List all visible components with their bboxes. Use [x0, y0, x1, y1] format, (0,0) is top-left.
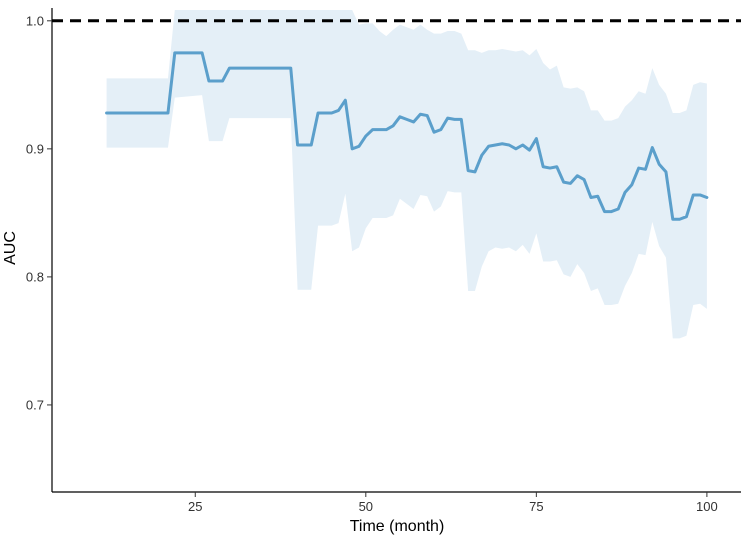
axes-layer	[51, 8, 741, 493]
y-tick-label: 0.8	[26, 269, 44, 284]
y-tick-label: 0.9	[26, 141, 44, 156]
x-tick-label: 100	[696, 499, 718, 514]
x-tick-label: 50	[359, 499, 373, 514]
confidence-band-layer	[106, 10, 707, 339]
auc-line-layer	[105, 51, 709, 221]
confidence-band	[106, 10, 707, 339]
x-tick-label: 75	[529, 499, 543, 514]
y-tick-label: 1.0	[26, 13, 44, 28]
y-axis-title: AUC	[2, 231, 19, 265]
auc-series-line	[105, 51, 709, 221]
x-axis-title: Time (month)	[350, 518, 445, 535]
ticks-layer: 25 50 75 100 0.7 0.8 0.9 1.0	[26, 13, 718, 514]
x-tick-label: 25	[188, 499, 202, 514]
y-tick-label: 0.7	[26, 397, 44, 412]
